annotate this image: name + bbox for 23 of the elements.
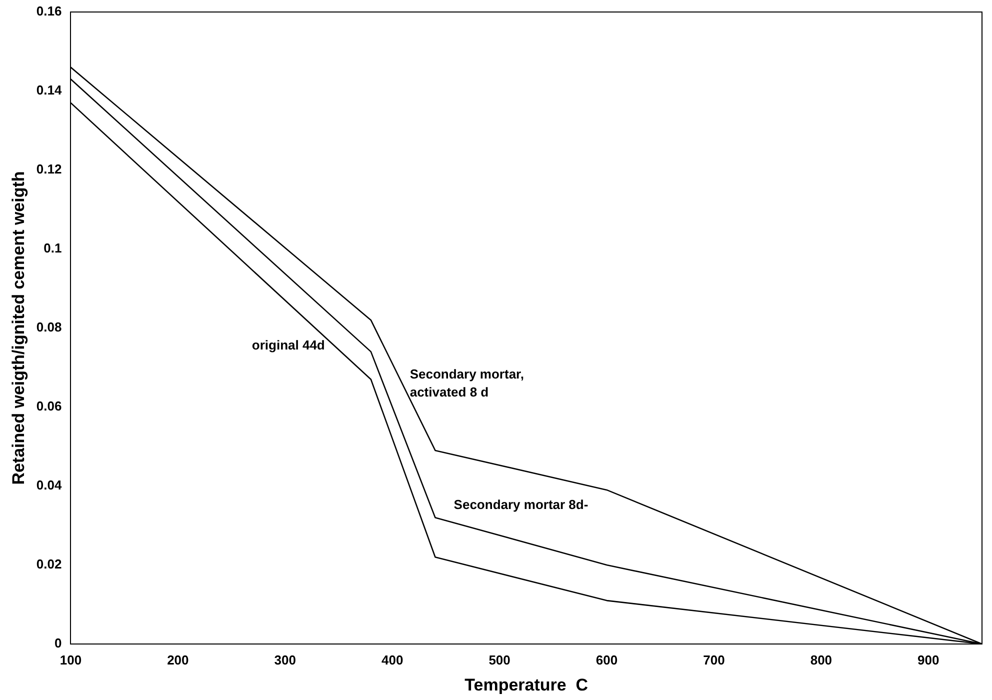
y-tick-label: 0.1 <box>44 240 62 256</box>
x-tick-label: 100 <box>60 652 82 668</box>
x-tick-label: 600 <box>596 652 618 668</box>
y-tick-label: 0.02 <box>36 556 62 572</box>
y-tick-label: 0.06 <box>36 398 62 414</box>
x-tick-label: 500 <box>488 652 510 668</box>
series-label: original 44d <box>252 338 325 353</box>
x-tick-label: 700 <box>703 652 725 668</box>
y-tick-label: 0.14 <box>36 82 62 98</box>
x-tick-label: 800 <box>810 652 832 668</box>
y-tick-label: 0 <box>54 636 62 651</box>
x-axis-title: Temperature C <box>464 675 588 694</box>
x-tick-label: 300 <box>274 652 296 668</box>
series-label: Secondary mortar, activated 8 d <box>410 366 524 400</box>
series-label: Secondary mortar 8d- <box>454 496 588 512</box>
x-tick-label: 900 <box>918 652 940 668</box>
x-tick-label: 200 <box>167 652 189 668</box>
y-tick-label: 0.08 <box>36 320 62 335</box>
x-tick-label: 400 <box>381 652 404 668</box>
y-tick-label: 0.16 <box>36 4 62 19</box>
y-tick-label: 0.04 <box>36 478 62 493</box>
y-tick-label: 0.12 <box>36 162 62 177</box>
y-axis-title: Retained weigth/ignited cement weigth <box>8 171 28 485</box>
